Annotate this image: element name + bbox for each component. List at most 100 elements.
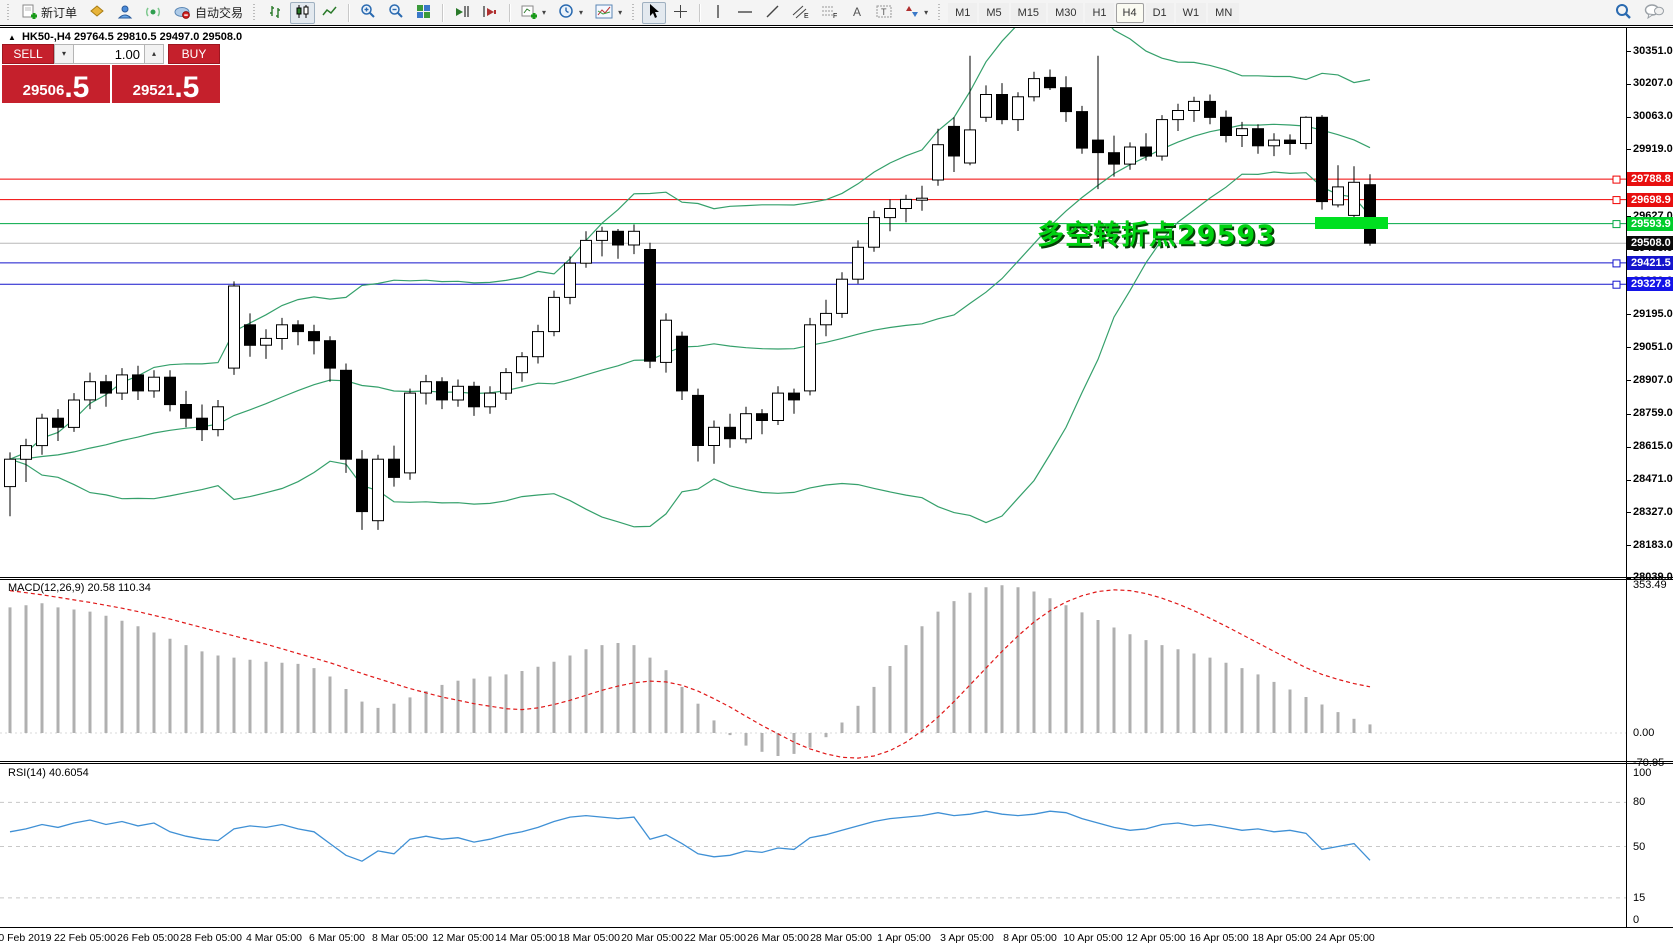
candle-body	[36, 417, 48, 447]
search-button[interactable]	[1610, 2, 1637, 24]
rsi-panel-divider[interactable]	[0, 761, 1673, 764]
buy-price[interactable]: 29521.5	[112, 65, 220, 103]
line-anchor[interactable]	[1612, 175, 1621, 184]
price-axis-line	[1626, 28, 1627, 927]
blue-person-icon	[117, 4, 133, 22]
line-anchor[interactable]	[1612, 196, 1621, 205]
toolbar-grip[interactable]	[938, 3, 944, 22]
zoom-out-button[interactable]	[383, 2, 409, 24]
candle-body	[724, 426, 736, 440]
crosshair-button[interactable]	[668, 2, 693, 24]
candle-body	[260, 337, 272, 346]
fibonacci-icon: F	[821, 4, 838, 22]
dropdown-icon: ▾	[542, 8, 547, 17]
timeframe-w1-button[interactable]: W1	[1175, 2, 1207, 23]
candle-body	[468, 385, 480, 408]
periods-button[interactable]: ▾	[553, 2, 588, 24]
chart-bars-button[interactable]	[263, 2, 288, 24]
line-anchor[interactable]	[1612, 280, 1621, 289]
candle-body	[100, 381, 112, 394]
timeframe-m15-button[interactable]: M15	[1010, 2, 1047, 23]
text-button[interactable]: A	[845, 2, 869, 24]
macd-panel-divider[interactable]	[0, 577, 1673, 580]
candle-body	[52, 417, 64, 428]
auto-scroll-button[interactable]	[449, 2, 475, 24]
line-anchor[interactable]	[1612, 259, 1621, 268]
macd-indicator-panel[interactable]	[0, 580, 1626, 762]
timeframe-h1-button[interactable]: H1	[1085, 2, 1114, 23]
tile-windows-button[interactable]	[411, 2, 436, 24]
volume-decrease-button[interactable]: ▾	[54, 44, 74, 64]
timeframe-h4-button[interactable]: H4	[1115, 2, 1144, 23]
volume-input[interactable]	[74, 44, 144, 64]
arrows-icon	[905, 4, 919, 22]
autotrading-button[interactable]: 自动交易	[168, 2, 248, 24]
equidistant-channel-button[interactable]: E	[787, 2, 814, 24]
candle-body	[372, 458, 384, 522]
vertical-line-button[interactable]	[706, 2, 730, 24]
symbol-name: HK50-,H4	[21, 31, 71, 43]
community-button[interactable]	[112, 2, 138, 24]
sell-button[interactable]: SELL	[2, 44, 54, 64]
arrows-button[interactable]: ▾	[900, 2, 933, 24]
candle-body	[804, 324, 816, 392]
zoom-out-icon	[388, 3, 404, 22]
new-chart-button[interactable]: ▾	[516, 2, 551, 24]
horizontal-line-button[interactable]	[732, 2, 758, 24]
candle-body	[1220, 116, 1232, 137]
line-anchor[interactable]	[1612, 220, 1621, 229]
highlight-rectangle[interactable]	[1315, 217, 1388, 229]
chart-annotation-text[interactable]: 多空转折点29593	[1037, 220, 1276, 251]
candle-body	[1060, 87, 1072, 113]
trendline-button[interactable]	[760, 2, 785, 24]
price-axis-tick	[1626, 51, 1631, 52]
rsi-axis-label: 0	[1633, 914, 1640, 926]
sell-price[interactable]: 29506.5	[2, 65, 110, 103]
toolbar-divider	[0, 25, 1673, 28]
candle-body	[1140, 146, 1152, 157]
bollinger-middle-band	[9, 123, 1371, 460]
toolbar-grip[interactable]	[7, 3, 12, 22]
candle-body	[452, 385, 464, 401]
timeframe-m1-button[interactable]: M1	[948, 2, 978, 23]
timeframe-m30-button[interactable]: M30	[1048, 2, 1084, 23]
svg-text:F: F	[833, 13, 837, 19]
new-order-button[interactable]: 新订单	[17, 2, 82, 24]
price-axis-label: 29919.0	[1633, 142, 1673, 155]
rsi-indicator-panel[interactable]	[0, 765, 1626, 927]
chart-shift-button[interactable]	[477, 2, 503, 24]
collapse-icon[interactable]: ▲	[8, 33, 16, 42]
buy-button[interactable]: BUY	[168, 44, 220, 64]
gold-book-icon	[89, 4, 105, 21]
buy-price-main: 29521	[132, 82, 175, 99]
chat-button[interactable]	[1639, 2, 1669, 24]
chart-line-button[interactable]	[317, 2, 342, 24]
time-axis-label: 12 Mar 05:00	[432, 932, 494, 944]
price-axis-tick	[1626, 545, 1631, 547]
price-level-badge: 29593.9	[1627, 216, 1673, 231]
timeframe-mn-button[interactable]: MN	[1208, 2, 1240, 23]
candle-body	[484, 392, 496, 408]
fibonacci-button[interactable]: F	[816, 2, 843, 24]
macd-axis-label: -70.95	[1633, 756, 1665, 769]
main-chart[interactable]	[0, 27, 1626, 578]
volume-increase-button[interactable]: ▴	[144, 44, 164, 64]
timeframe-d1-button[interactable]: D1	[1145, 2, 1174, 23]
price-axis-tick	[1626, 347, 1631, 349]
price-axis-tick	[1626, 413, 1631, 415]
timeframe-m5-button[interactable]: M5	[979, 2, 1009, 23]
price-axis-tick	[1626, 216, 1631, 218]
signal-icon	[145, 4, 161, 22]
chart-candles-button[interactable]	[290, 1, 316, 24]
toolbar-grip[interactable]	[632, 3, 638, 22]
zoom-in-button[interactable]	[355, 2, 381, 24]
signals-button[interactable]	[140, 2, 166, 24]
candle-body	[1284, 139, 1296, 144]
price-level-badge: 29327.8	[1627, 277, 1673, 292]
marketplace-button[interactable]	[84, 2, 110, 24]
templates-button[interactable]: ▾	[590, 2, 627, 24]
time-axis-label: 16 Apr 05:00	[1189, 932, 1249, 944]
toolbar-grip[interactable]	[253, 3, 259, 22]
cursor-button[interactable]	[642, 1, 667, 24]
text-label-button[interactable]: T	[871, 2, 898, 24]
